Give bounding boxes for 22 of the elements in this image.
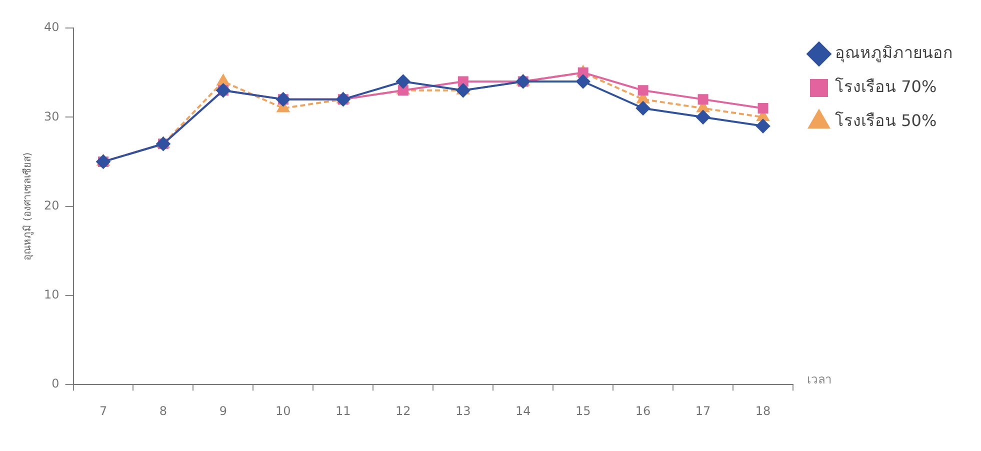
y-tick-label: 30 (44, 109, 60, 124)
x-tick-label: 14 (515, 404, 531, 418)
x-axis-title: เวลา (807, 372, 832, 387)
x-tick-label: 7 (99, 404, 108, 418)
y-tick-label: 10 (44, 288, 60, 302)
x-tick-label: 13 (455, 404, 471, 418)
x-tick-label: 17 (695, 404, 711, 418)
legend-label: โรงเรือน 50% (835, 111, 937, 130)
x-tick-label: 9 (219, 404, 228, 418)
y-tick-label: 0 (52, 376, 60, 391)
y-tick-label: 20 (44, 198, 60, 212)
y-tick-label: 40 (44, 20, 60, 34)
x-tick-label: 10 (276, 404, 291, 418)
legend-label: โรงเรือน 70% (835, 77, 937, 96)
x-tick-label: 16 (635, 404, 651, 418)
x-tick-label: 11 (336, 404, 351, 418)
x-tick-label: 15 (575, 404, 591, 418)
y-axis-title: อุณหภูมิ (องศาเซลเซียส) (22, 152, 34, 260)
x-tick-label: 18 (755, 404, 771, 418)
x-tick-label: 8 (159, 404, 168, 418)
legend-label: อุณหภูมิภายนอก (835, 43, 953, 64)
x-tick-label: 12 (396, 404, 411, 418)
